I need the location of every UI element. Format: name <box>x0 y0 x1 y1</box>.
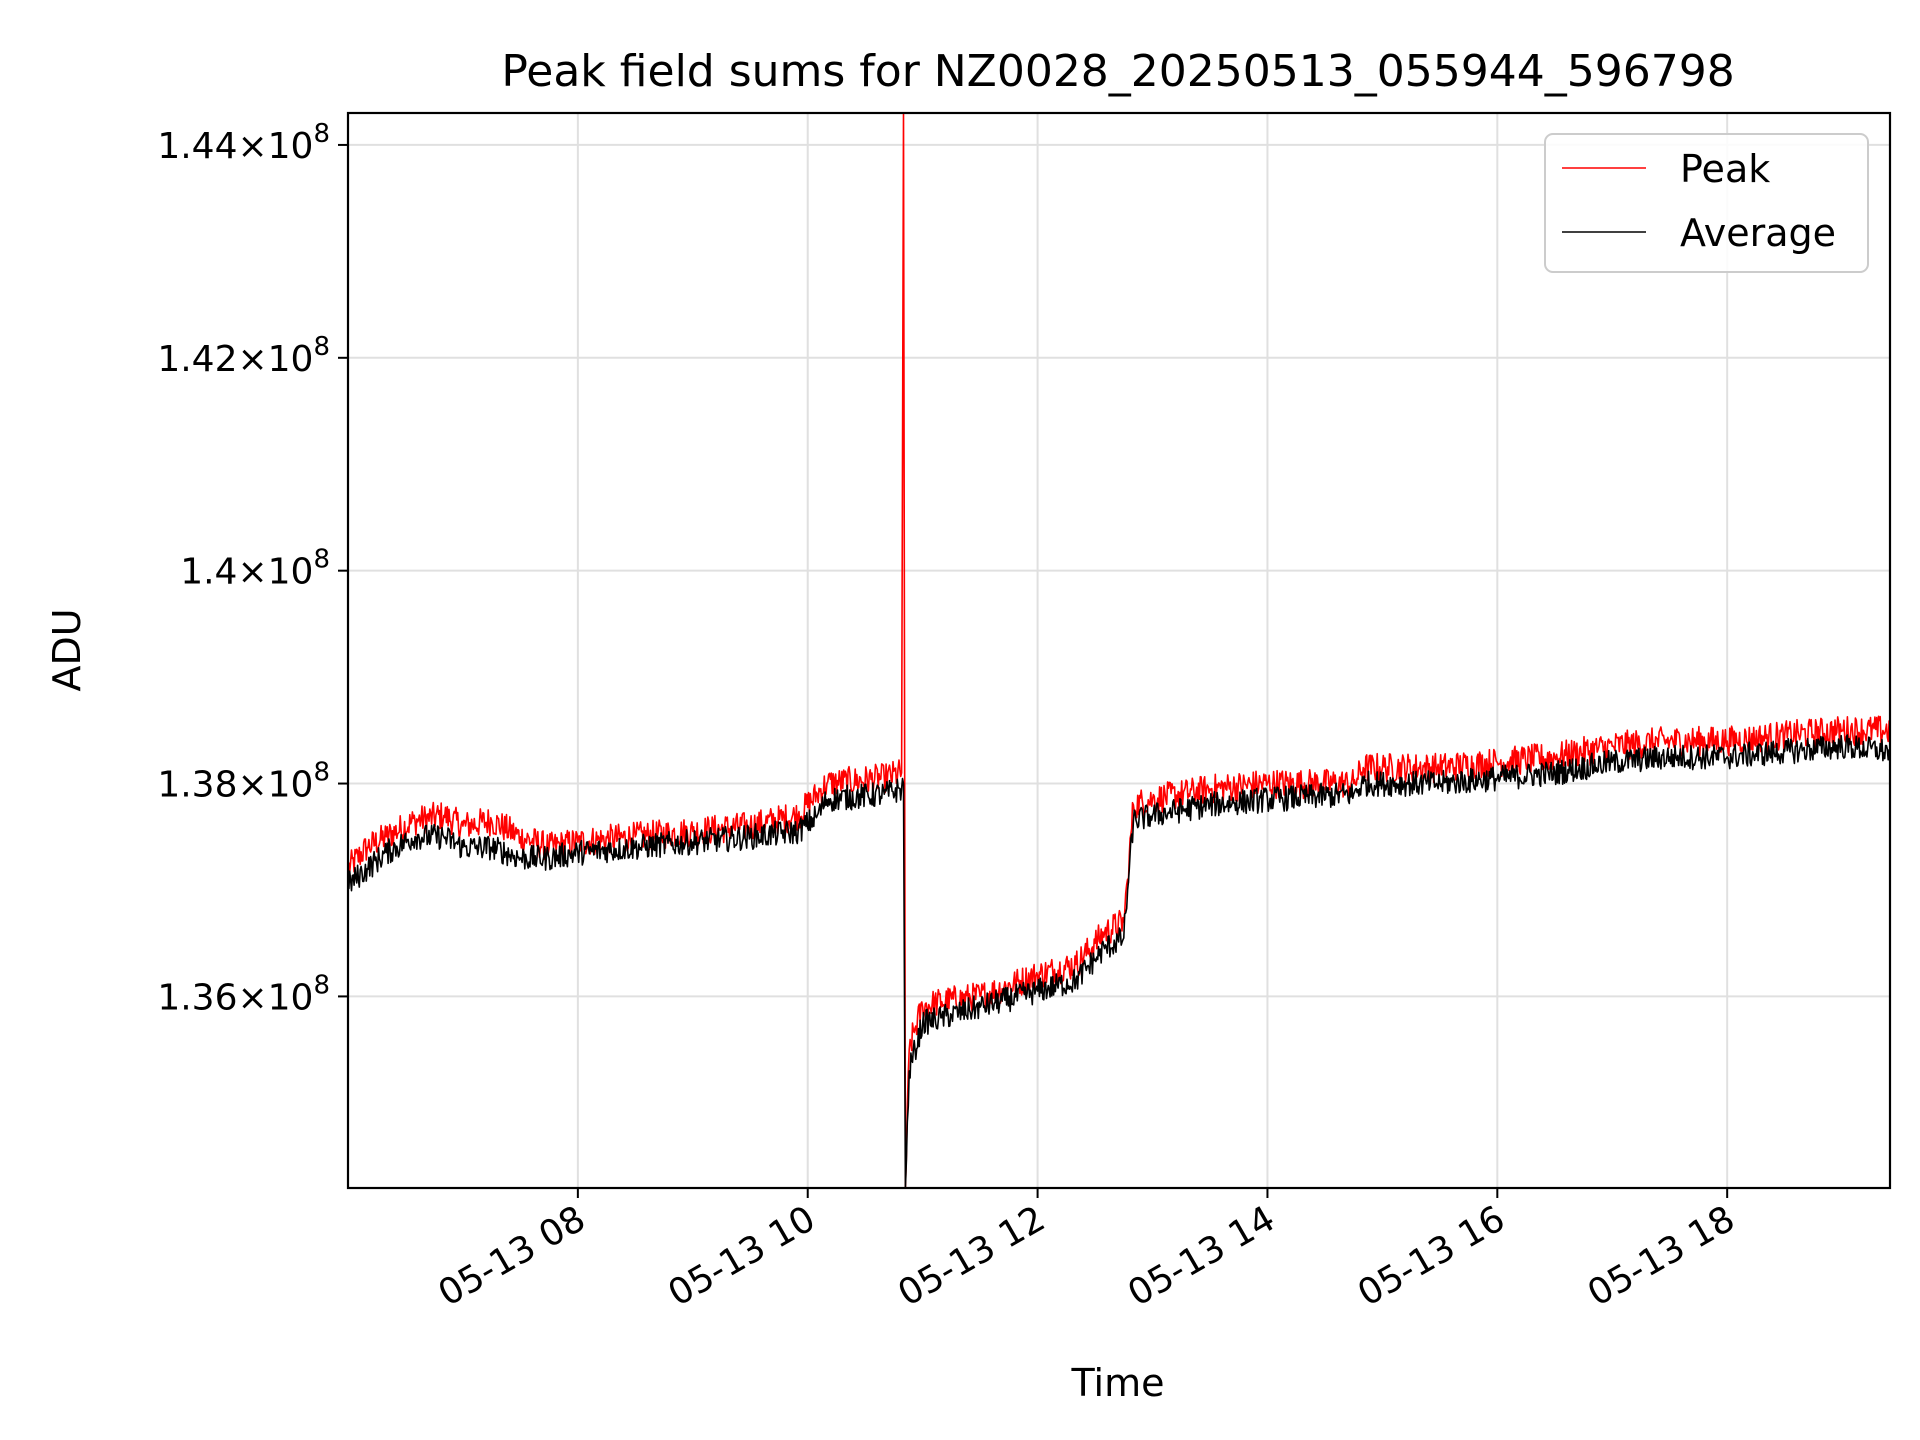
y-axis-label: ADU <box>45 608 89 691</box>
y-axis-ticks: 1.36×108 1.38×108 1.4×108 1.42×108 1.44×108 <box>157 119 348 1018</box>
legend-label-peak: Peak <box>1680 147 1770 191</box>
series-layer <box>347 112 1891 1189</box>
chart-title: Peak field sums for NZ0028_20250513_0559… <box>501 46 1734 97</box>
legend-label-average: Average <box>1680 211 1836 255</box>
series-line-peak <box>347 112 1891 1189</box>
y-tick-label: 1.4×108 <box>180 545 330 593</box>
x-axis-label: Time <box>1071 1361 1165 1405</box>
legend: Peak Average <box>1544 133 1869 273</box>
y-tick-label: 1.44×108 <box>157 119 330 167</box>
series-line-average <box>347 734 1891 1189</box>
y-tick-label: 1.36×108 <box>157 970 330 1018</box>
y-tick-label: 1.42×108 <box>157 332 330 380</box>
plot-frame <box>346 111 1892 1190</box>
y-tick-label: 1.38×108 <box>157 758 330 806</box>
